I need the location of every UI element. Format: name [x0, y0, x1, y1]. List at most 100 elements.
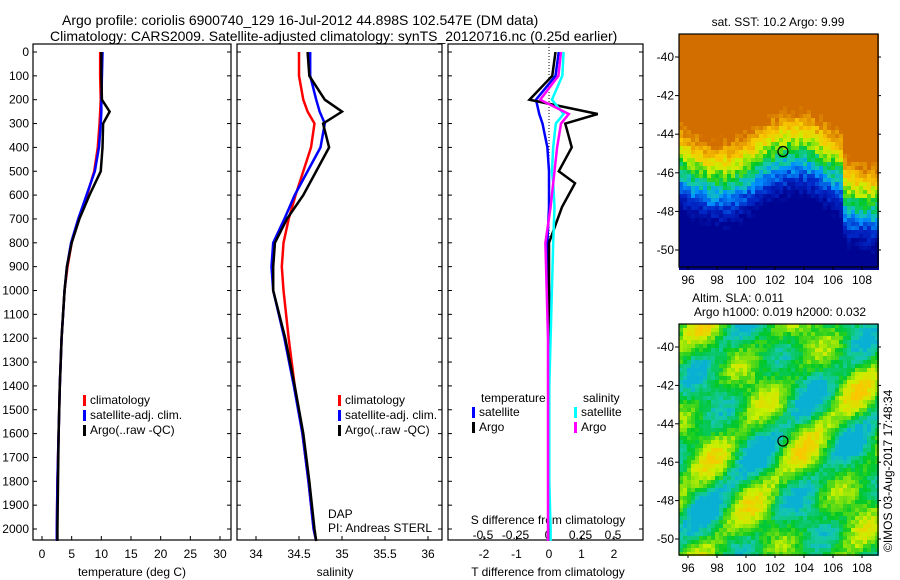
- map-cell: [867, 336, 871, 340]
- map-cell: [823, 452, 827, 456]
- map-cell: [683, 456, 687, 460]
- map-cell: [683, 246, 687, 250]
- map-cell: [791, 356, 795, 360]
- map-cell: [811, 432, 815, 436]
- map-cell: [855, 460, 859, 464]
- map-cell: [763, 242, 767, 246]
- map-cell: [775, 210, 779, 214]
- map-cell: [739, 182, 743, 186]
- map-cell: [755, 364, 759, 368]
- map-cell: [835, 174, 839, 178]
- map-cell: [695, 94, 699, 98]
- map-cell: [703, 114, 707, 118]
- map-cell: [703, 74, 707, 78]
- map-cell: [795, 114, 799, 118]
- map-cell: [759, 126, 763, 130]
- map-cell: [691, 174, 695, 178]
- map-cell: [863, 106, 867, 110]
- map-cell: [799, 444, 803, 448]
- map-cell: [771, 368, 775, 372]
- map-cell: [715, 166, 719, 170]
- map-cell: [791, 78, 795, 82]
- map-cell: [751, 384, 755, 388]
- map-cell: [783, 254, 787, 258]
- map-cell: [747, 42, 751, 46]
- map-cell: [739, 218, 743, 222]
- map-cell: [855, 250, 859, 254]
- map-cell: [767, 210, 771, 214]
- map-cell: [683, 38, 687, 42]
- map-cell: [787, 412, 791, 416]
- map-cell: [839, 428, 843, 432]
- map-cell: [871, 396, 875, 400]
- map-cell: [871, 452, 875, 456]
- map-cell: [859, 238, 863, 242]
- map-cell: [839, 364, 843, 368]
- map-cell: [847, 110, 851, 114]
- map-cell: [771, 336, 775, 340]
- map-cell: [691, 250, 695, 254]
- map-cell: [779, 452, 783, 456]
- map-cell: [851, 348, 855, 352]
- map-cell: [859, 190, 863, 194]
- map-cell: [819, 348, 823, 352]
- map-cell: [735, 194, 739, 198]
- map-cell: [719, 230, 723, 234]
- salinity-line-0: [280, 52, 318, 542]
- map-cell: [727, 348, 731, 352]
- map-cell: [687, 388, 691, 392]
- map-cell: [851, 432, 855, 436]
- map-cell: [863, 368, 867, 372]
- map-cell: [747, 62, 751, 66]
- map-cell: [751, 214, 755, 218]
- map-cell: [739, 74, 743, 78]
- map-cell: [811, 194, 815, 198]
- map-cell: [827, 356, 831, 360]
- map-cell: [839, 408, 843, 412]
- map-cell: [707, 372, 711, 376]
- map-cell: [779, 352, 783, 356]
- map-cell: [811, 352, 815, 356]
- map-cell: [743, 258, 747, 262]
- map-cell: [783, 344, 787, 348]
- map-cell: [775, 226, 779, 230]
- map-cell: [763, 142, 767, 146]
- map-cell: [871, 42, 875, 46]
- map-cell: [767, 182, 771, 186]
- map-cell: [855, 106, 859, 110]
- argo-position-marker: [777, 145, 789, 158]
- map-cell: [819, 78, 823, 82]
- map-cell: [823, 364, 827, 368]
- map-cell: [863, 90, 867, 94]
- map-cell: [767, 254, 771, 258]
- map-cell: [847, 150, 851, 154]
- map-cell: [855, 238, 859, 242]
- map-cell: [695, 352, 699, 356]
- map-cell: [707, 436, 711, 440]
- map-cell: [827, 154, 831, 158]
- map-cell: [871, 344, 875, 348]
- map-cell: [707, 154, 711, 158]
- map-cell: [679, 154, 683, 158]
- map-cell: [847, 138, 851, 142]
- map-cell: [699, 396, 703, 400]
- map-cell: [775, 344, 779, 348]
- map-cell: [851, 440, 855, 444]
- map-cell: [755, 38, 759, 42]
- map-cell: [779, 412, 783, 416]
- map-cell: [823, 98, 827, 102]
- map-cell: [779, 214, 783, 218]
- map-cell: [767, 372, 771, 376]
- map-cell: [795, 420, 799, 424]
- map-cell: [743, 50, 747, 54]
- map-cell: [847, 352, 851, 356]
- map-cell: [831, 444, 835, 448]
- map-cell: [699, 110, 703, 114]
- map-cell: [691, 238, 695, 242]
- map-cell: [691, 372, 695, 376]
- map-cell: [799, 210, 803, 214]
- map-cell: [835, 90, 839, 94]
- map-cell: [707, 376, 711, 380]
- map-cell: [731, 234, 735, 238]
- map-cell: [683, 198, 687, 202]
